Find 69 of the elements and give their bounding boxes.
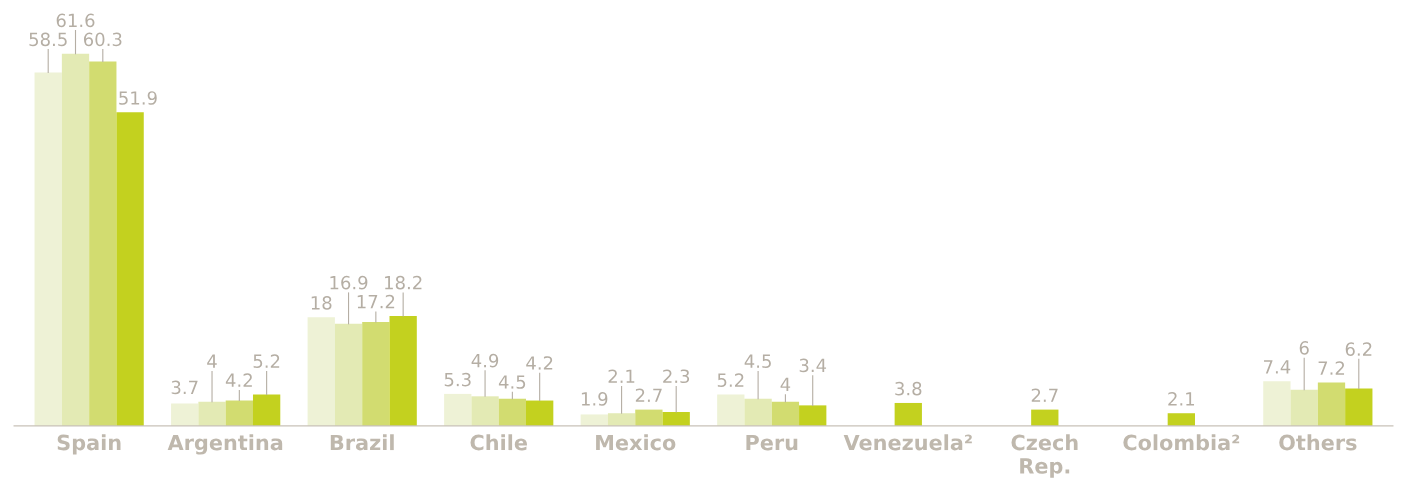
bar (580, 414, 608, 426)
x-tick-label: Colombia² (1123, 434, 1240, 451)
data-label: 5.2 (253, 354, 280, 368)
data-label: 4 (780, 377, 791, 391)
data-label: 16.9 (330, 275, 368, 290)
data-label: 3.8 (895, 381, 922, 396)
bar (116, 112, 144, 426)
data-label: 4.5 (498, 375, 526, 389)
bar (1317, 382, 1346, 426)
bar (444, 393, 472, 426)
data-label: 17.2 (357, 294, 395, 309)
data-label: 2.1 (608, 369, 635, 383)
bar (225, 400, 253, 426)
bar (717, 394, 745, 426)
data-label: 7.4 (1264, 360, 1291, 374)
data-label: 61.6 (56, 13, 95, 28)
bar (607, 413, 636, 426)
data-label: 5.2 (717, 373, 744, 387)
bar (362, 321, 390, 426)
data-label: 4.5 (744, 354, 771, 368)
data-label: 4.2 (225, 373, 252, 387)
data-label: 2.7 (1031, 388, 1058, 402)
x-tick-label: Brazil (330, 434, 394, 451)
x-tick-label: Peru (746, 434, 798, 451)
data-label: 2.7 (635, 388, 662, 402)
bar (1263, 381, 1291, 426)
bar (389, 315, 417, 426)
bar (771, 401, 800, 426)
data-label: 51.9 (119, 91, 157, 105)
x-tick-label: Chile (470, 434, 527, 451)
data-label: 18 (311, 295, 332, 310)
x-tick-label: Mexico (596, 434, 676, 451)
data-label: 2.3 (663, 369, 690, 384)
data-label: 1.9 (581, 392, 608, 406)
bar (744, 398, 772, 426)
bar (1345, 388, 1373, 426)
data-label: 2.1 (1168, 392, 1195, 406)
x-tick-label: Czech Rep. (1011, 434, 1078, 478)
data-label: 60.3 (83, 32, 122, 47)
bar (334, 323, 363, 426)
bar (89, 61, 117, 426)
data-label: 4.2 (526, 356, 553, 370)
data-label: 5.3 (444, 372, 471, 387)
bar (171, 403, 199, 426)
bar (34, 72, 62, 426)
data-label: 6.2 (1345, 342, 1372, 356)
bar (1290, 389, 1318, 426)
bar (799, 405, 827, 426)
bar (662, 412, 690, 426)
data-label: 58.5 (29, 32, 67, 47)
data-label: 18.2 (385, 275, 422, 290)
x-tick-label: Venezuela² (843, 434, 972, 451)
bar (198, 401, 226, 426)
bar (307, 317, 335, 426)
bar (635, 409, 663, 426)
data-label: 3.4 (799, 358, 827, 373)
x-tick-label: Spain (57, 434, 121, 455)
bar (498, 398, 527, 426)
data-label: 6 (1299, 341, 1309, 355)
x-tick-label: Others (1279, 434, 1357, 451)
data-label: 4 (207, 354, 217, 368)
x-tick-label: Argentina (167, 434, 283, 455)
data-label: 7.2 (1318, 361, 1345, 375)
bar (526, 400, 554, 426)
data-label: 4.9 (471, 353, 499, 368)
data-label: 3.7 (171, 380, 198, 395)
bar (61, 53, 90, 426)
bar (252, 394, 281, 426)
bar (471, 396, 499, 426)
